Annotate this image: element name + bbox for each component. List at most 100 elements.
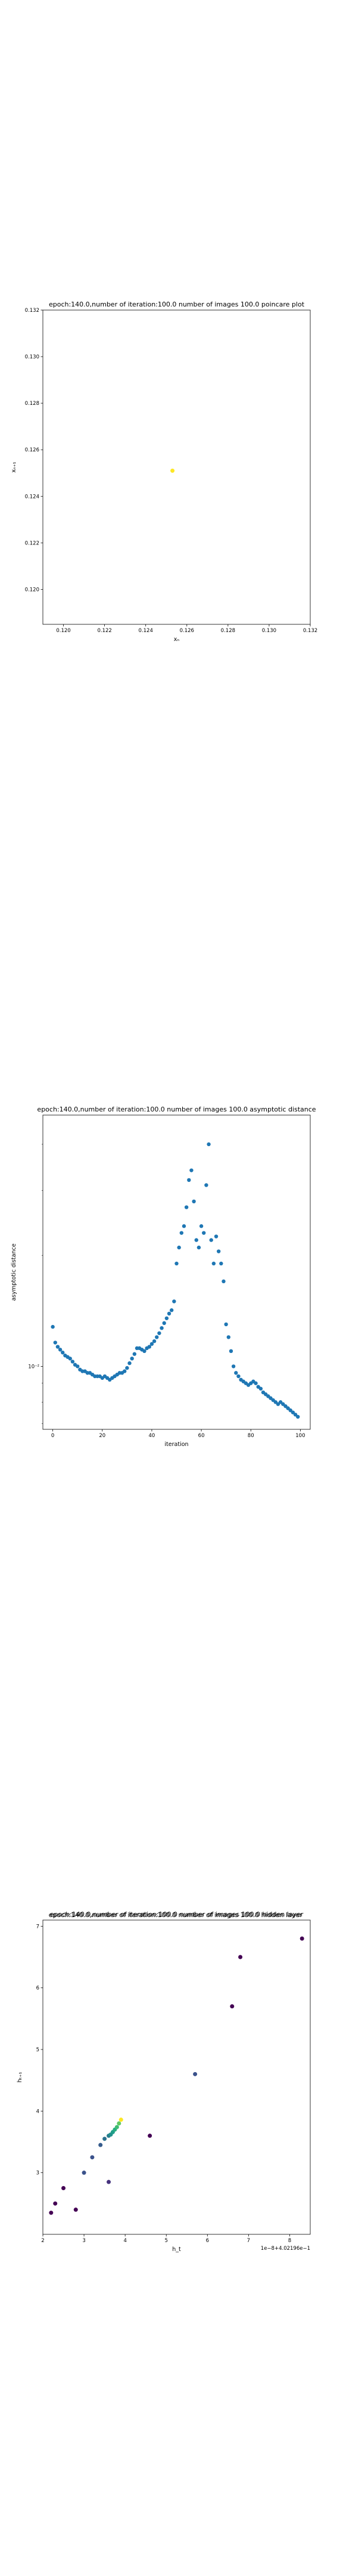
data-point (230, 2004, 234, 2008)
y-tick-label: 10⁻² (28, 1364, 39, 1370)
data-point (165, 1317, 169, 1320)
y-tick-label: 0.122 (25, 540, 39, 546)
x-axis-label: iteration (164, 1441, 188, 1448)
data-point (185, 1205, 188, 1209)
data-point (68, 1357, 72, 1360)
data-point (202, 1231, 205, 1234)
data-point (300, 1937, 304, 1941)
data-point (148, 2134, 152, 2138)
x-tick-label: 3 (82, 2238, 85, 2244)
x-tick-label: 4 (123, 2238, 126, 2244)
data-point (155, 1335, 158, 1339)
x-tick-label: 0.130 (262, 628, 276, 634)
data-point (197, 1246, 201, 1249)
data-point (49, 2210, 53, 2215)
data-point (61, 2186, 66, 2190)
data-point (234, 1371, 238, 1374)
data-point (160, 1326, 163, 1330)
x-tick-label: 0.126 (180, 628, 194, 634)
x-tick-label: 2 (41, 2238, 44, 2244)
y-tick-label: 4 (36, 2109, 39, 2114)
data-point (98, 2143, 102, 2147)
data-point (224, 1323, 227, 1326)
data-point (61, 1351, 64, 1354)
y-tick-label: 0.126 (25, 447, 39, 453)
x-tick-label: 0 (51, 1433, 54, 1439)
data-point (125, 1366, 129, 1370)
y-tick-label: 6 (36, 1986, 39, 1992)
x-tick-label: 6 (206, 2238, 209, 2244)
plot-frame (43, 1920, 310, 2234)
data-point (133, 1352, 136, 1356)
plot-frame (43, 310, 310, 624)
y-tick-label: 0.130 (25, 354, 39, 360)
data-point (210, 1238, 213, 1241)
y-tick-label: 0.120 (25, 587, 39, 593)
data-point (71, 1360, 74, 1363)
data-point (212, 1262, 216, 1265)
plot-frame (43, 1115, 310, 1429)
data-point (172, 1299, 176, 1303)
data-point (204, 1183, 208, 1187)
data-point (170, 469, 174, 473)
y-axis-label: hₜ₊₁ (17, 2072, 23, 2082)
poincare-plot-panel: 0.120 0.122 0.124 0.126 0.128 0.130 0.132 0.120… (0, 286, 343, 668)
x-tick-label: 0.120 (56, 628, 70, 634)
data-point (107, 2180, 111, 2184)
data-point (102, 2137, 107, 2141)
data-point (232, 1364, 235, 1368)
data-point (53, 2202, 57, 2206)
data-point (76, 1364, 79, 1368)
data-point (90, 2155, 94, 2159)
hidden-layer-panel: 2 3 4 5 6 7 8 3 4 5 6 7 epoch:140.0,number of iterat… (0, 1896, 343, 2278)
data-point (170, 1308, 173, 1312)
data-point (74, 2207, 78, 2212)
data-point (167, 1312, 171, 1315)
y-tick-label: 5 (36, 2047, 39, 2053)
data-point (187, 1178, 191, 1182)
y-tick-label: 3 (36, 2171, 39, 2176)
x-tick-label: 20 (99, 1433, 105, 1439)
y-tick-label: 0.132 (25, 308, 39, 314)
data-point (117, 2122, 121, 2126)
data-point (51, 1325, 54, 1329)
data-point (82, 2171, 86, 2175)
y-tick-label: 7 (36, 1924, 39, 1930)
data-point (207, 1143, 210, 1146)
data-point (142, 1349, 146, 1353)
data-point (227, 1335, 230, 1339)
x-tick-label: 40 (149, 1433, 155, 1439)
data-point (119, 2117, 123, 2122)
data-point (163, 1321, 166, 1325)
x-axis-label: xₙ (174, 636, 180, 643)
x-tick-label: 8 (288, 2238, 291, 2244)
data-point (192, 1200, 195, 1203)
data-point (199, 1224, 203, 1228)
data-point (174, 1262, 178, 1265)
x-tick-label: 0.124 (139, 628, 153, 634)
x-tick-label: 5 (165, 2238, 168, 2244)
data-point (115, 2125, 119, 2129)
data-point (152, 1339, 156, 1343)
data-point (130, 1357, 133, 1360)
data-point (219, 1262, 223, 1265)
data-point (238, 1955, 242, 1959)
data-point (127, 1361, 131, 1365)
data-point (157, 1332, 161, 1335)
x-tick-label: 7 (247, 2238, 250, 2244)
x-tick-label: 0.122 (97, 628, 111, 634)
x-tick-label: 80 (248, 1433, 254, 1439)
data-point (182, 1224, 186, 1228)
y-tick-label: 0.128 (25, 401, 39, 407)
x-axis-offset-text: 1e−8+4.02196e−1 (261, 2246, 310, 2252)
data-point (193, 2072, 197, 2076)
data-point (177, 1246, 180, 1249)
hidden-layer-plot: 2 3 4 5 6 7 8 3 4 5 6 7 epoch:140.0,number of iterat… (0, 1896, 343, 2278)
data-point (214, 1234, 218, 1238)
data-point (259, 1387, 263, 1391)
data-point (195, 1238, 198, 1241)
data-point (180, 1231, 183, 1234)
x-axis-label: h_t (172, 2246, 181, 2253)
